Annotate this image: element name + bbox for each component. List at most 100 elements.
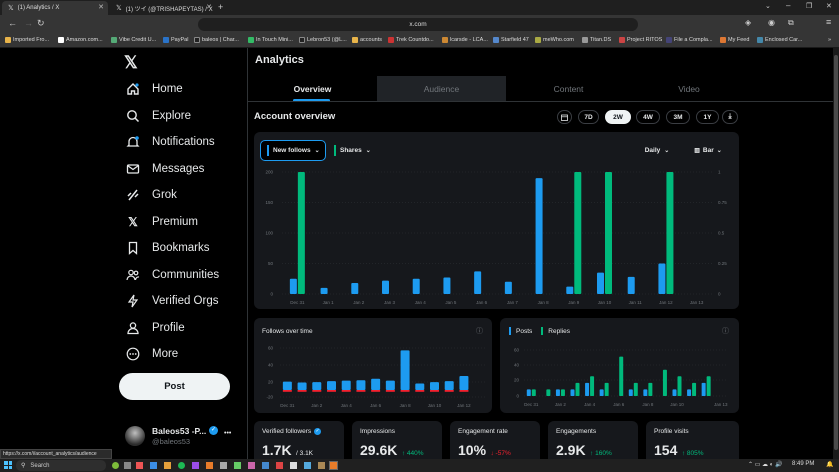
reload-icon[interactable]: ↻ — [37, 18, 45, 28]
system-tray-icons[interactable]: ⌃ ▭ ☁ ◐ 🔊 — [748, 462, 783, 468]
taskbar-app-icon[interactable] — [276, 462, 283, 469]
nav-notifications[interactable]: Notifications — [126, 135, 215, 149]
nav-explore[interactable]: Explore — [126, 109, 191, 123]
close-tab-icon[interactable]: ✕ — [206, 4, 212, 11]
tab-audience[interactable]: Audience — [377, 76, 506, 101]
close-tab-icon[interactable]: ✕ — [98, 4, 104, 11]
x-logo-icon: 𝕏 — [128, 215, 138, 229]
bookmark-item[interactable]: File a Compla... — [666, 37, 713, 43]
tab-video[interactable]: Video — [631, 77, 747, 101]
taskbar-search[interactable]: ⚲ Search — [16, 460, 106, 471]
bookmark-item[interactable]: Enclosed Car... — [757, 37, 802, 43]
window-menu-icon[interactable]: ⌄ — [765, 3, 771, 10]
range-7d-button[interactable]: 7D — [578, 110, 599, 124]
calendar-button[interactable] — [557, 110, 572, 124]
more-dots-icon[interactable]: ••• — [224, 430, 232, 437]
range-label: 2W — [613, 113, 623, 121]
bookmark-item[interactable]: Titan.DS — [582, 37, 611, 43]
bar-follows — [459, 376, 469, 390]
info-icon[interactable]: ⓘ — [722, 328, 729, 335]
firefox-icon[interactable] — [206, 462, 213, 469]
firefox-active-icon[interactable] — [329, 461, 338, 470]
taskbar-app-icon[interactable] — [220, 462, 227, 469]
nav-premium[interactable]: 𝕏 Premium — [126, 215, 198, 229]
spotify-icon[interactable] — [178, 462, 185, 469]
nav-more[interactable]: More — [126, 347, 178, 361]
metric2-select[interactable]: Shares ⌄ — [331, 141, 379, 160]
taskbar-app-icon[interactable] — [136, 462, 143, 469]
tab-overview[interactable]: Overview — [248, 77, 377, 101]
chevron-down-icon: ⌄ — [664, 148, 670, 154]
app-menu-icon[interactable]: ≡ — [826, 17, 832, 27]
stat-label: Impressions — [360, 428, 396, 435]
new-tab-icon[interactable]: + — [218, 2, 224, 12]
taskbar-app-icon[interactable] — [248, 462, 255, 469]
bookmark-item[interactable]: Amazon.com... — [58, 37, 103, 43]
range-2w-button[interactable]: 2W — [605, 110, 631, 124]
taskbar-app-icon[interactable] — [164, 462, 171, 469]
bookmark-item[interactable]: Project RITOS — [619, 37, 662, 43]
bookmark-item[interactable]: accounts — [352, 37, 382, 43]
close-window-icon[interactable]: ✕ — [826, 3, 832, 10]
browser-tab-profile[interactable]: 𝕏 (1) ツイ (@TRISHAPEYTAS) / X ✕ — [110, 1, 216, 15]
x-tick: Jan 3 — [384, 300, 396, 305]
bookmark-item[interactable]: My Feed — [720, 37, 749, 43]
account-icon[interactable]: ◉ — [768, 18, 775, 27]
range-4w-button[interactable]: 4W — [636, 110, 660, 124]
bookmark-item[interactable]: meWho.com — [535, 37, 574, 43]
taskbar-app-icon[interactable] — [304, 462, 311, 469]
taskbar-app-icon[interactable] — [150, 462, 157, 469]
clock[interactable]: 8:49 PM — [792, 461, 815, 467]
task-view-icon[interactable] — [124, 462, 131, 469]
info-icon[interactable]: ⓘ — [476, 328, 483, 335]
bookmark-item[interactable]: baleos | Char... — [194, 37, 239, 43]
tab-label: Content — [553, 84, 584, 94]
maximize-icon[interactable]: ❐ — [806, 3, 813, 10]
download-button[interactable]: ⤓ — [722, 110, 738, 124]
bookmark-item[interactable]: Lebron53 (@L... — [299, 37, 347, 43]
bookmark-item[interactable]: In Touch Mini... — [248, 37, 293, 43]
bookmark-item[interactable]: PayPal — [163, 37, 188, 43]
taskbar-app-icon[interactable] — [262, 462, 269, 469]
account-switcher[interactable]: Baleos53 -P... ✓ @baleos53 ••• — [123, 424, 243, 448]
bookmark-item[interactable]: lcarsde - LCA... — [442, 37, 488, 43]
nav-messages[interactable]: Messages — [126, 162, 204, 176]
x-tick: Dec 31 — [290, 300, 305, 305]
minimize-icon[interactable]: – — [786, 1, 791, 10]
windows-start-icon[interactable] — [4, 461, 12, 469]
nav-verified-orgs[interactable]: Verified Orgs — [126, 294, 218, 308]
forward-icon[interactable]: → — [24, 18, 33, 28]
bookmark-item[interactable]: Starfield 47 — [493, 37, 529, 43]
more-bookmarks-icon[interactable]: » — [828, 37, 832, 43]
taskbar-app-icon[interactable] — [192, 462, 199, 469]
post-button[interactable]: Post — [119, 373, 230, 400]
url-bar[interactable]: x.com — [198, 18, 638, 31]
nav-home[interactable]: Home — [126, 82, 183, 96]
scrollbar-thumb[interactable] — [834, 55, 838, 450]
range-3m-button[interactable]: 3M — [666, 110, 690, 124]
bookmark-item[interactable]: Imported Fro... — [5, 37, 49, 43]
pocket-icon[interactable]: ◈ — [745, 18, 752, 27]
extensions-icon[interactable]: ⧉ — [788, 18, 794, 27]
nav-grok[interactable]: Grok — [126, 188, 177, 202]
nav-bookmarks[interactable]: Bookmarks — [126, 241, 210, 255]
range-1y-button[interactable]: 1Y — [696, 110, 719, 124]
taskbar-app-icon[interactable] — [318, 462, 325, 469]
interval-select[interactable]: Daily ⌄ — [637, 141, 677, 160]
browser-tab-analytics[interactable]: 𝕏 (1) Analytics / X ✕ — [2, 1, 108, 15]
bookmark-item[interactable]: Vibe Credit U... — [111, 37, 156, 43]
taskbar-app-icon[interactable] — [234, 462, 241, 469]
notification-center-icon[interactable]: 🔔 — [826, 462, 834, 468]
chart-type-select[interactable]: ▥ Bar ⌄ — [685, 141, 731, 160]
bookmark-item[interactable]: Trek Countdo... — [388, 37, 434, 43]
back-icon[interactable]: ← — [8, 18, 17, 28]
taskbar-app-icon[interactable] — [290, 462, 297, 469]
x-logo-icon[interactable]: 𝕏 — [124, 53, 138, 72]
metric1-select[interactable]: New follows ⌄ — [260, 140, 326, 161]
nav-profile[interactable]: Profile — [126, 321, 185, 335]
nav-communities[interactable]: Communities — [126, 268, 219, 282]
bookmark-label: Amazon.com... — [66, 37, 103, 43]
widget-icon[interactable] — [112, 462, 119, 469]
bar-follows — [400, 350, 410, 390]
tab-content[interactable]: Content — [506, 77, 631, 101]
